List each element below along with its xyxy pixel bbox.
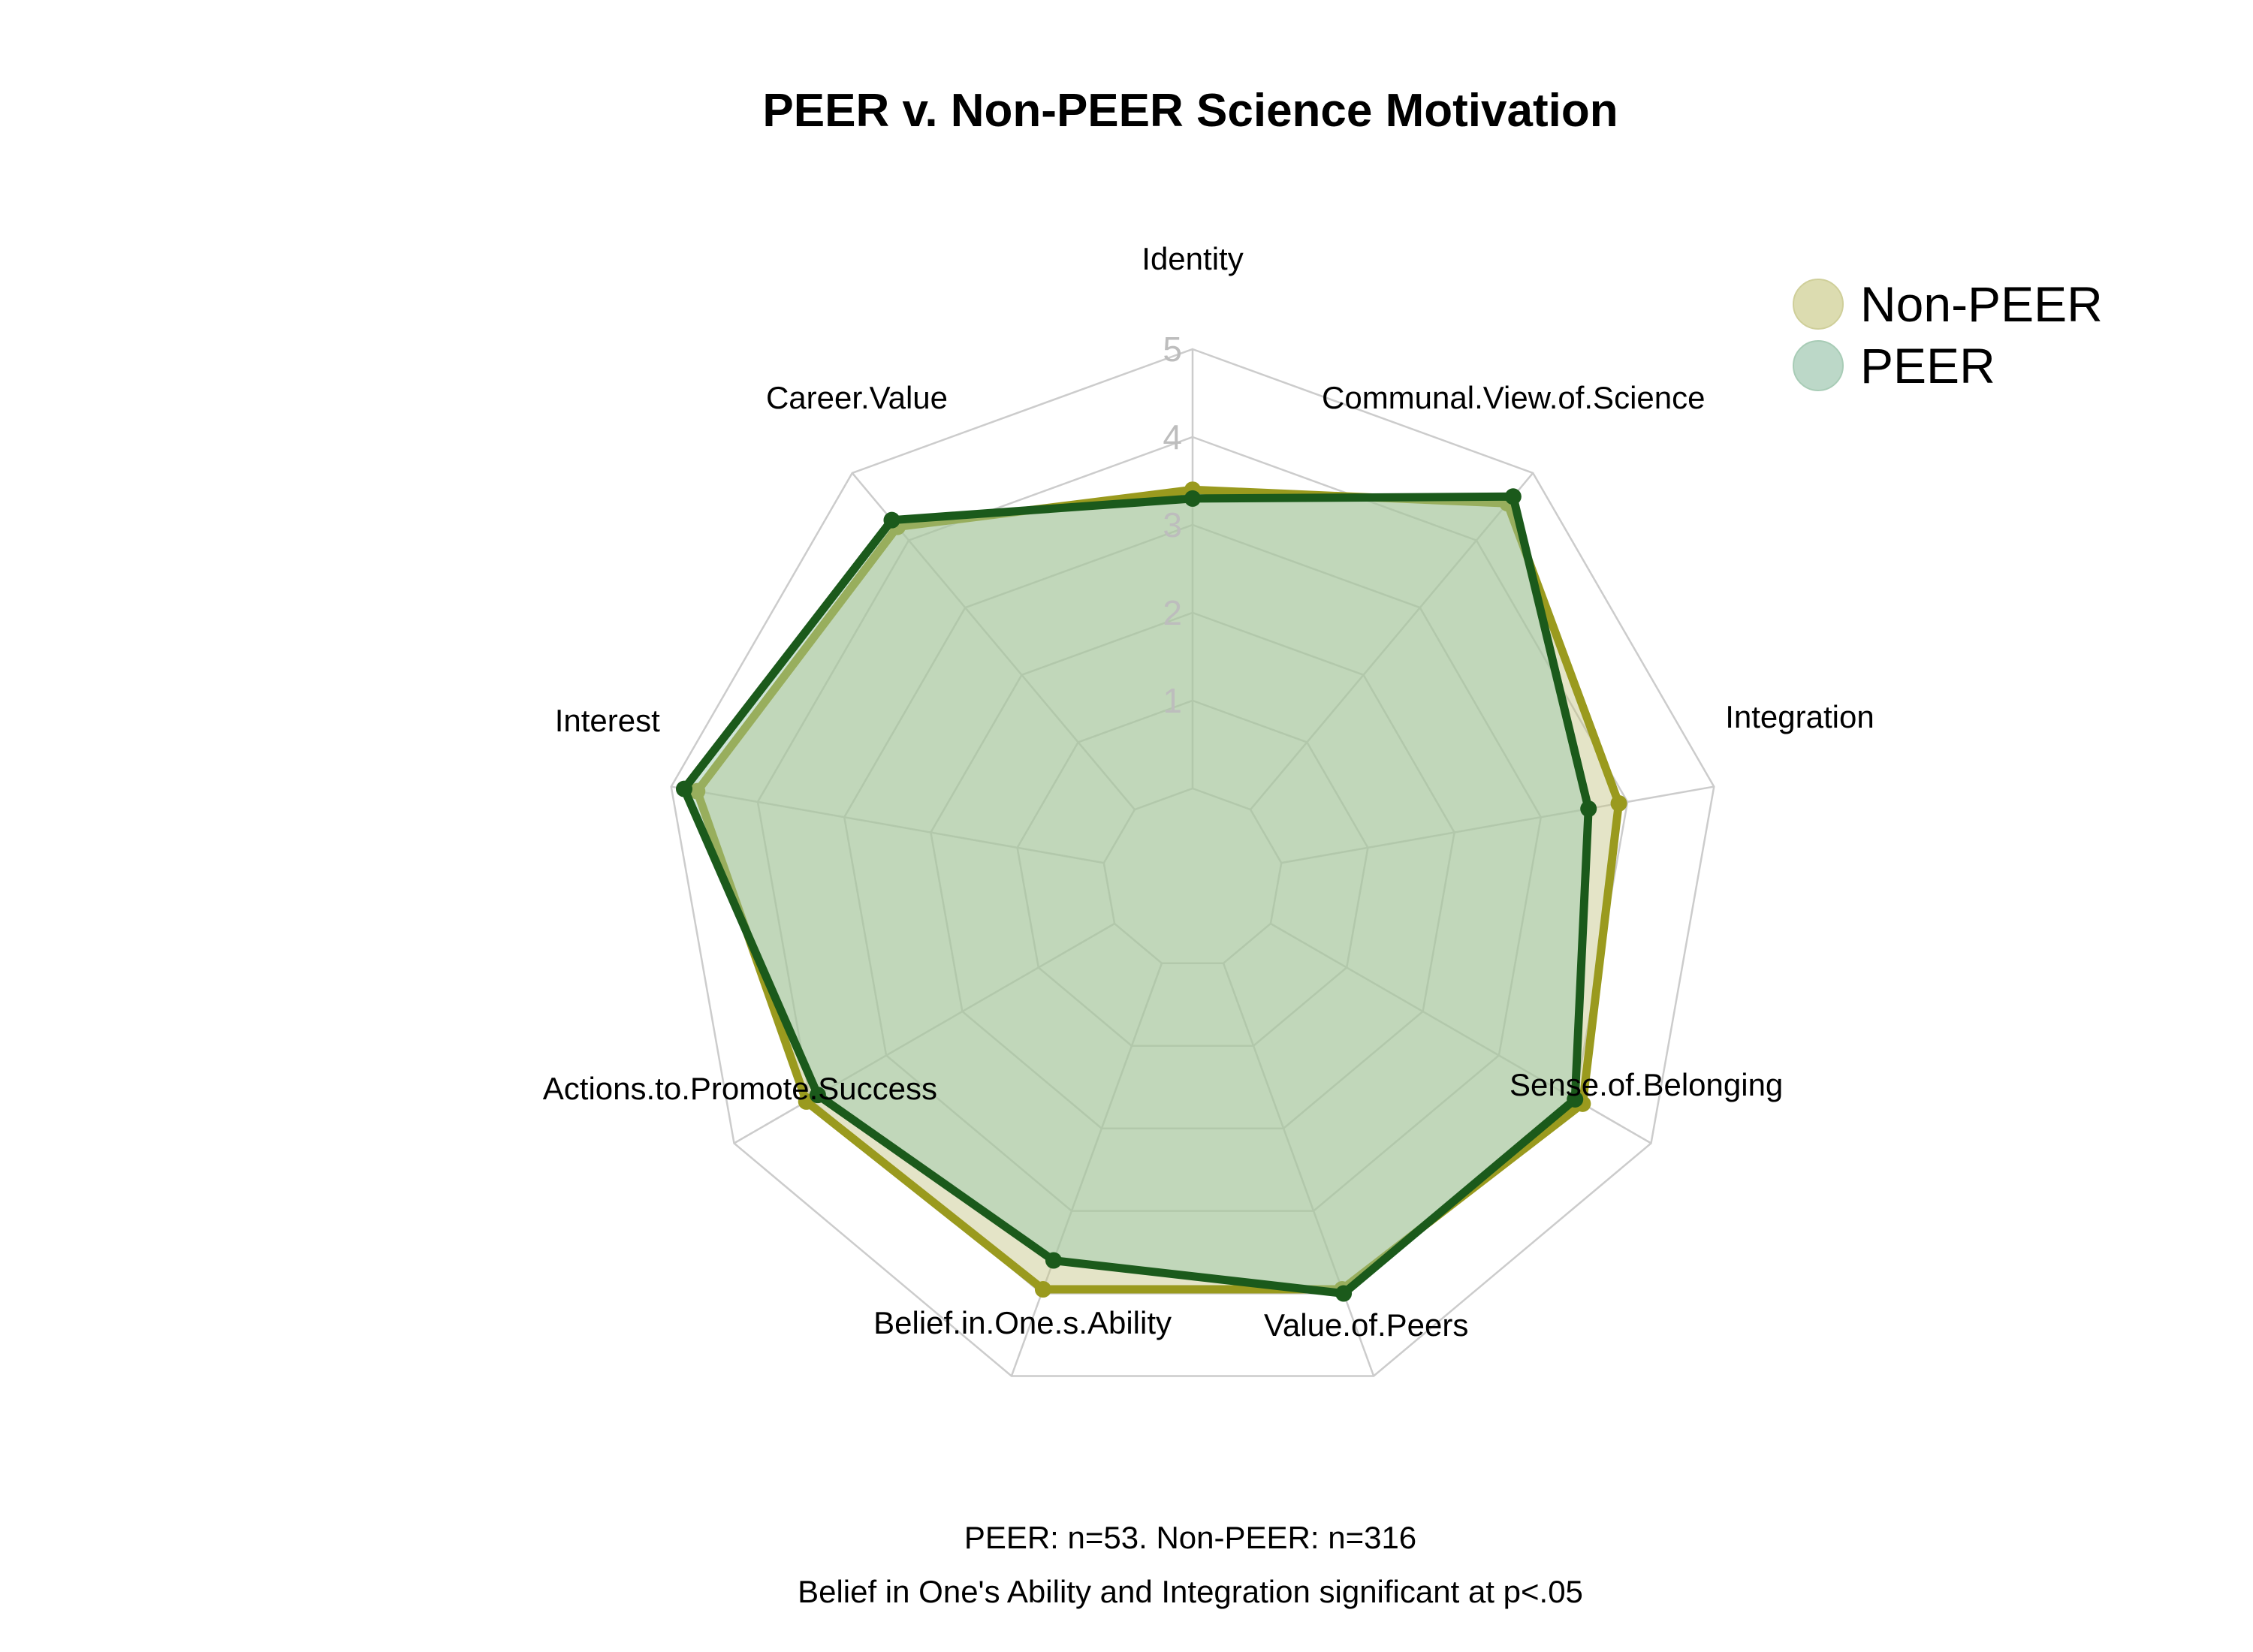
axis-label-integration: Integration [1725, 699, 1874, 734]
axis-label-communal-view-of-science: Communal.View.of.Science [1322, 380, 1705, 415]
grid-ring-2 [930, 611, 1455, 1129]
radial-tick-labels: 1 2 3 4 5 [1163, 330, 1182, 720]
axis-label-sense-of-belonging: Sense.of.Belonging [1510, 1067, 1783, 1102]
axis-label-career-value: Career.Value [766, 380, 948, 415]
legend-label-peer: PEER [1860, 338, 1995, 393]
point-peer-interest [675, 780, 692, 797]
grid-ring-0 [1102, 787, 1283, 965]
tick-label-5: 5 [1163, 330, 1182, 369]
caption-line-1: PEER: n=53. Non-PEER: n=316 [964, 1520, 1416, 1555]
spoke-belief-in-one-s-ability [1010, 963, 1163, 1376]
spoke-communal-view-of-science [1250, 472, 1534, 810]
axis-label-actions-to-promote-success: Actions.to.Promote.Success [543, 1071, 937, 1106]
spoke-interest [671, 785, 1105, 864]
axis-label-interest: Interest [555, 703, 660, 738]
axis-labels: Identity Communal.View.of.Science Integrat… [543, 241, 1874, 1343]
legend-label-non-peer: Non-PEER [1860, 276, 2103, 332]
tick-label-1: 1 [1163, 681, 1182, 720]
axis-label-value-of-peers: Value.of.Peers [1264, 1307, 1468, 1343]
spoke-actions-to-promote-success [733, 922, 1115, 1144]
point-peer-belief-in-one-s-ability [1045, 1252, 1062, 1269]
tick-label-3: 3 [1163, 505, 1182, 544]
series-line-non-peer [692, 485, 1623, 1294]
point-peer-career-value [883, 511, 900, 529]
caption-line-2: Belief in One's Ability and Integration … [798, 1574, 1583, 1609]
point-non-peer-belief-in-one-s-ability [1034, 1281, 1051, 1298]
point-non-peer-integration [1610, 794, 1627, 812]
point-peer-actions-to-promote-success [809, 1087, 826, 1104]
point-peer-integration [1580, 800, 1597, 818]
chart-title: PEER v. Non-PEER Science Motivation [762, 85, 1618, 137]
spoke-value-of-peers [1222, 963, 1375, 1376]
series-area-non-peer [697, 490, 1619, 1290]
grid-ring-5 [670, 348, 1715, 1377]
series-line-peer [680, 492, 1593, 1298]
point-peer-identity [1184, 490, 1201, 507]
point-peer-sense-of-belonging [1567, 1091, 1584, 1108]
point-non-peer-interest [689, 782, 706, 800]
legend-marker-non-peer [1793, 279, 1844, 330]
grid-ring-1 [1016, 699, 1369, 1047]
axis-label-identity: Identity [1142, 241, 1243, 276]
series-peer [675, 488, 1597, 1302]
point-peer-communal-view-of-science [1504, 488, 1522, 505]
tick-label-4: 4 [1163, 418, 1182, 457]
tick-label-2: 2 [1163, 593, 1182, 632]
legend-marker-peer [1793, 340, 1844, 391]
radar-series [675, 481, 1627, 1302]
legend: Non-PEER PEER [1793, 276, 2103, 393]
spoke-integration [1280, 785, 1715, 864]
point-peer-value-of-peers [1335, 1285, 1353, 1302]
series-area-peer [684, 496, 1589, 1294]
grid-ring-3 [843, 523, 1543, 1212]
axis-label-belief-in-one-s-ability: Belief.in.One.s.Ability [873, 1305, 1172, 1340]
